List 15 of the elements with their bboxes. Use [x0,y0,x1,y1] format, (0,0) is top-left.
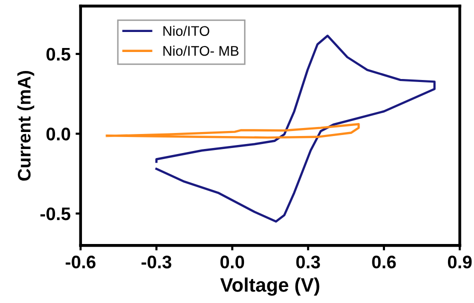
line-series [106,123,360,139]
legend-label: Nio/ITO [163,26,210,36]
x-axis-title: Voltage (V) [220,278,320,296]
x-tick-label: 0.0 [220,256,244,268]
x-tick-label: 0.6 [372,256,396,268]
x-tick-label: 0.9 [448,256,472,268]
x-tick-label: 0.3 [296,256,320,268]
y-tick-label: -0.5 [40,207,70,220]
y-axis-title: Current (mA) [17,70,34,181]
line-series [155,34,436,223]
x-tick-label: -0.3 [142,256,172,268]
y-tick-label: 0.0 [46,128,70,140]
legend-label: Nio/ITO- MB [163,46,238,56]
x-tick-label: -0.6 [66,256,96,268]
y-tick-label: 0.5 [46,48,70,61]
